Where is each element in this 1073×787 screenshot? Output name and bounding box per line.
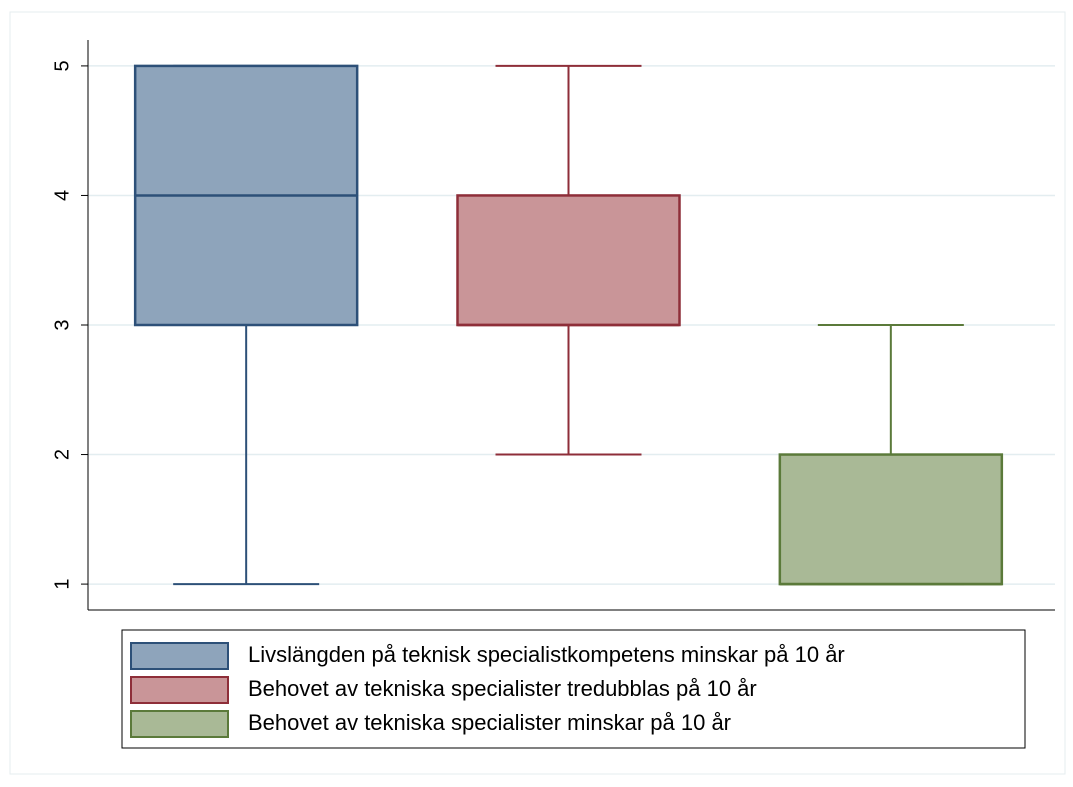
legend-label: Livslängden på teknisk specialistkompete… (248, 642, 845, 667)
y-tick-label: 2 (51, 449, 73, 460)
box (778, 453, 1004, 586)
y-tick-label: 3 (51, 319, 73, 330)
legend-swatch (130, 642, 229, 670)
y-tick-label: 1 (51, 579, 73, 590)
y-tick-label: 4 (51, 190, 73, 201)
legend-box (121, 629, 1026, 749)
y-tick-label: 5 (51, 60, 73, 71)
legend-swatch (130, 676, 229, 704)
box (456, 194, 681, 327)
legend-swatch (130, 710, 229, 738)
legend-label: Behovet av tekniska specialister tredubb… (248, 676, 757, 701)
legend-label: Behovet av tekniska specialister minskar… (248, 710, 731, 735)
